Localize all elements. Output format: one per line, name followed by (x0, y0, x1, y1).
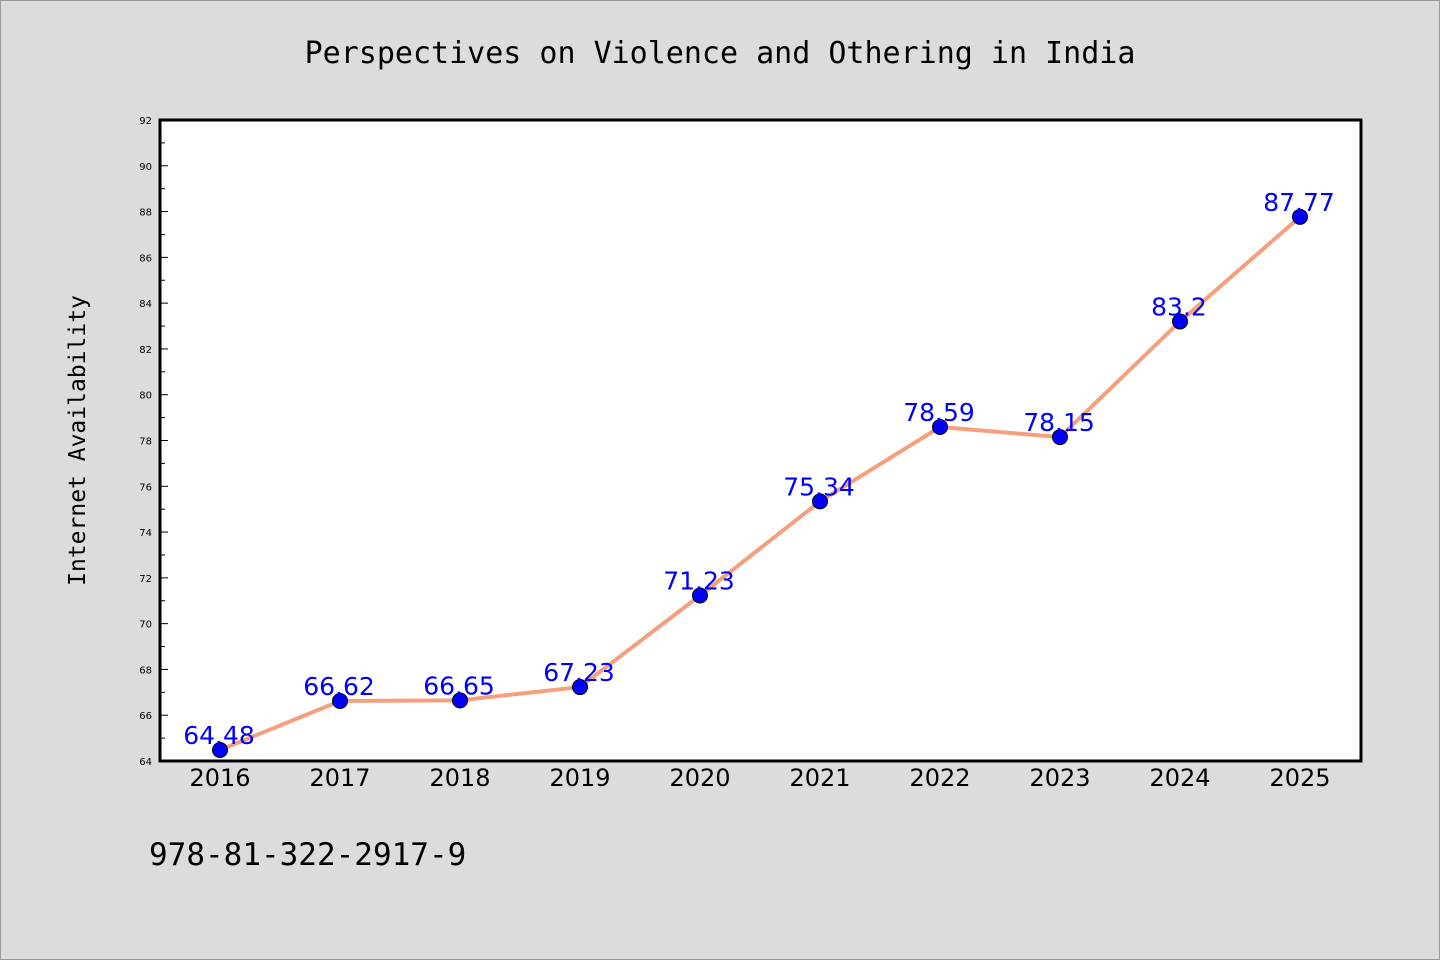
plot-area (158, 118, 1363, 763)
x-tick-label: 2019 (549, 764, 610, 792)
x-axis-ticks: 2016 2017 2018 2019 2020 2021 2022 2023 2024 2025 (189, 764, 1330, 792)
y-tick-label: 86 (139, 253, 152, 264)
y-tick-label: 66 (139, 711, 152, 722)
y-tick-label: 78 (139, 437, 152, 448)
y-tick-label: 82 (139, 345, 152, 356)
chart-title: Perspectives on Violence and Othering in… (305, 36, 1136, 71)
isbn-footer: 978-81-322-2917-9 (149, 837, 466, 873)
data-point (932, 418, 948, 435)
y-tick-label: 84 (139, 299, 152, 310)
data-point (1172, 313, 1188, 330)
data-point (1052, 429, 1068, 446)
x-tick-label: 2020 (669, 764, 730, 792)
x-tick-label: 2018 (429, 764, 490, 792)
y-tick-label: 68 (139, 665, 152, 676)
y-axis-ticks: 64 66 68 70 72 74 76 78 80 82 84 86 88 90 92 (139, 116, 168, 768)
y-tick-label: 92 (139, 116, 152, 127)
x-tick-label: 2021 (789, 764, 850, 792)
x-tick-label: 2017 (309, 764, 370, 792)
y-tick-label: 76 (139, 482, 152, 493)
data-point (1292, 208, 1308, 225)
y-tick-label: 80 (139, 391, 152, 402)
series-line (218, 214, 1302, 753)
y-tick-label: 74 (139, 528, 152, 539)
data-point (572, 679, 588, 696)
data-label: 71.23 (663, 566, 735, 595)
data-point (692, 587, 708, 604)
data-label: 78.59 (903, 398, 975, 427)
y-tick-label: 70 (139, 620, 152, 631)
y-tick-label: 88 (139, 208, 152, 219)
x-tick-label: 2025 (1269, 764, 1330, 792)
x-tick-label: 2016 (189, 764, 250, 792)
data-label: 66.65 (423, 671, 495, 700)
x-tick-label: 2022 (909, 764, 970, 792)
x-tick-label: 2024 (1149, 764, 1210, 792)
series-layer (212, 208, 1308, 759)
data-label: 75.34 (783, 472, 855, 501)
data-label: 67.23 (543, 658, 615, 687)
y-tick-label: 90 (139, 162, 152, 173)
data-label: 64.48 (183, 721, 255, 750)
data-label: 78.15 (1023, 408, 1095, 437)
data-point (452, 692, 468, 709)
data-label: 66.62 (303, 672, 375, 701)
y-tick-label: 72 (139, 574, 152, 585)
y-tick-label: 64 (139, 757, 152, 768)
data-label: 83.2 (1151, 292, 1207, 321)
x-tick-label: 2023 (1029, 764, 1090, 792)
data-point (812, 493, 828, 510)
data-label: 87.77 (1263, 188, 1335, 217)
data-point (332, 693, 348, 710)
y-axis-label: Internet Availability (65, 295, 91, 586)
data-label-layer: 64.48 66.62 66.65 67.23 71.23 75.34 78.59 78.15… (183, 188, 1335, 750)
data-point (212, 742, 228, 759)
